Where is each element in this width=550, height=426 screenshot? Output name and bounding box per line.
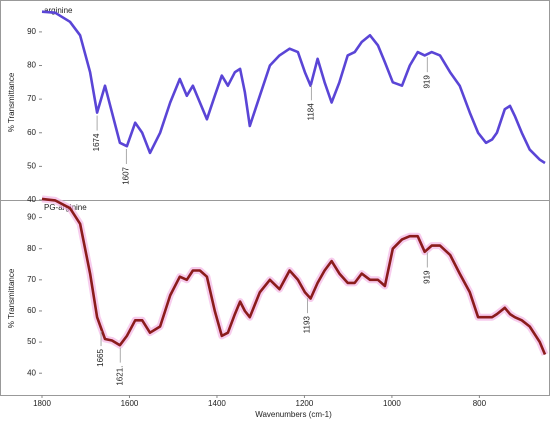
y-tick-label: 80 — [27, 244, 36, 253]
y-axis-label: % Transmittance — [7, 72, 16, 132]
y-tick-label: 40 — [27, 195, 36, 204]
y-tick-label: 60 — [27, 128, 36, 137]
y-tick-label: 60 — [27, 306, 36, 315]
annotation: 919 — [422, 75, 431, 89]
y-tick-label: 80 — [27, 61, 36, 70]
y-tick-label: 50 — [27, 337, 36, 346]
y-tick-label: 90 — [27, 27, 36, 36]
line — [41, 10, 546, 165]
annotation: 1621. — [115, 366, 124, 386]
x-tick-label: 1600 — [121, 399, 139, 408]
y-tick-label: 70 — [27, 275, 36, 284]
annotation: 1665 — [96, 349, 105, 367]
x-tick-label: 1800 — [33, 399, 51, 408]
annotation: 1674 — [92, 133, 101, 151]
annotation: 1607 — [122, 166, 131, 184]
x-axis-label: Wavenumbers (cm-1) — [255, 410, 332, 419]
x-tick-label: 800 — [473, 399, 487, 408]
panel-title: arginine — [44, 6, 73, 15]
annotation: 919 — [422, 270, 431, 284]
annotation: 1193 — [303, 316, 312, 334]
y-tick-label: 40 — [27, 368, 36, 377]
line — [41, 197, 547, 356]
y-axis-label: % Transmittance — [7, 268, 16, 328]
x-tick-label: 1400 — [208, 399, 226, 408]
y-tick-label: 50 — [27, 161, 36, 170]
annotation: 1184 — [307, 103, 316, 121]
y-tick-label: 90 — [27, 213, 36, 222]
y-tick-label: 70 — [27, 94, 36, 103]
x-tick-label: 1200 — [296, 399, 314, 408]
x-tick-label: 1000 — [383, 399, 401, 408]
